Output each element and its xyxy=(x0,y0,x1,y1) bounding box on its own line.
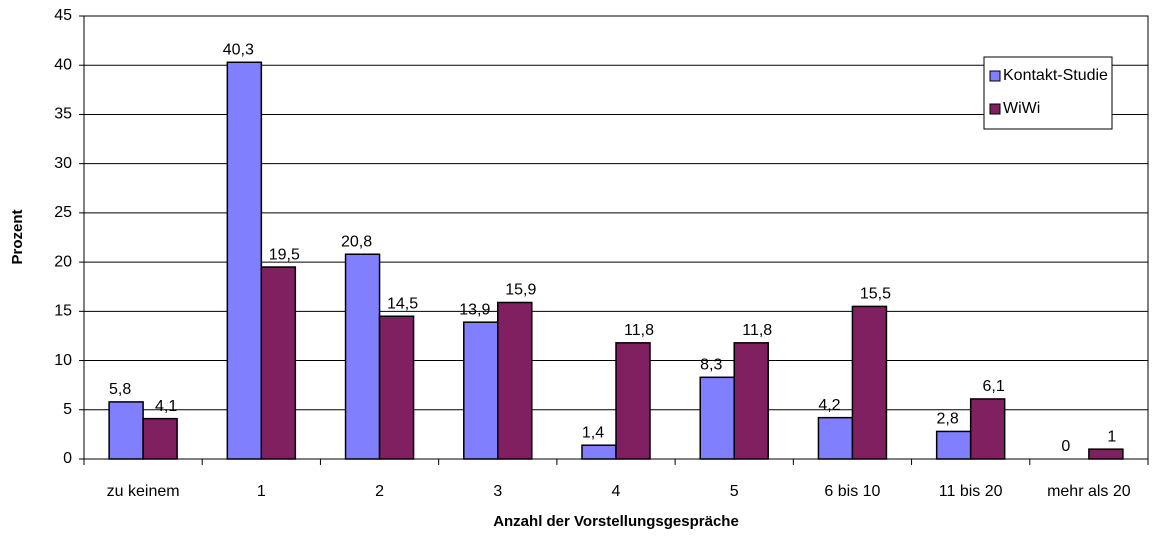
data-label: 11,8 xyxy=(624,322,654,339)
data-label: 4,2 xyxy=(818,397,840,414)
bar xyxy=(615,342,651,460)
data-label: 14,5 xyxy=(387,295,418,312)
legend-swatch xyxy=(989,70,1001,82)
bar xyxy=(851,305,888,460)
data-label: 0 xyxy=(1061,438,1070,455)
bar xyxy=(142,417,178,460)
y-tick-label: 20 xyxy=(54,253,72,270)
data-label: 11,8 xyxy=(742,322,772,339)
y-tick-label: 0 xyxy=(63,450,72,467)
x-tick-label: 5 xyxy=(730,483,739,500)
y-axis-title: Prozent xyxy=(9,209,26,264)
bar xyxy=(344,253,381,460)
y-tick-label: 35 xyxy=(54,106,72,123)
bar xyxy=(581,444,617,460)
data-label: 1,4 xyxy=(582,424,604,441)
x-tick-label: 3 xyxy=(493,483,502,500)
bar xyxy=(463,321,499,460)
x-tick-label: 6 bis 10 xyxy=(824,483,880,500)
data-label: 4,1 xyxy=(155,398,177,415)
data-label: 40,3 xyxy=(223,41,254,58)
bar xyxy=(733,342,769,460)
bar xyxy=(1088,448,1124,460)
legend-label: WiWi xyxy=(1003,100,1040,117)
bar xyxy=(699,376,735,460)
bar xyxy=(817,416,854,460)
x-tick-label: zu keinem xyxy=(107,483,180,500)
bar xyxy=(935,430,972,460)
x-tick-label: 1 xyxy=(257,483,266,500)
y-tick-label: 15 xyxy=(54,303,72,320)
y-tick-label: 5 xyxy=(63,401,72,418)
data-label: 1 xyxy=(1107,428,1116,445)
y-tick-label: 10 xyxy=(54,352,72,369)
bar xyxy=(497,301,533,460)
y-tick-label: 40 xyxy=(54,56,72,73)
data-label: 15,5 xyxy=(860,286,891,303)
x-tick-label: 11 bis 20 xyxy=(939,483,1003,500)
data-label: 5,8 xyxy=(109,381,131,398)
x-tick-label: 4 xyxy=(612,483,621,500)
bar xyxy=(108,401,144,460)
legend-swatch xyxy=(989,103,1001,115)
bar xyxy=(260,266,297,460)
x-tick-label: mehr als 20 xyxy=(1047,483,1131,500)
y-tick-label: 45 xyxy=(54,7,72,24)
bar xyxy=(378,315,415,460)
bar xyxy=(969,398,1006,460)
data-label: 15,9 xyxy=(505,282,536,299)
y-tick-label: 25 xyxy=(54,204,72,221)
x-axis-title: Anzahl der Vorstellungsgespräche xyxy=(493,513,739,530)
x-tick-label: 2 xyxy=(375,483,384,500)
data-label: 20,8 xyxy=(341,233,372,250)
data-label: 19,5 xyxy=(269,246,300,263)
y-tick-label: 30 xyxy=(54,155,72,172)
legend-label: Kontakt-Studie xyxy=(1003,67,1108,84)
bar xyxy=(226,61,263,460)
data-label: 13,9 xyxy=(459,301,490,318)
data-label: 2,8 xyxy=(937,411,959,428)
legend-box xyxy=(983,56,1113,130)
data-label: 8,3 xyxy=(700,357,722,374)
data-label: 6,1 xyxy=(983,378,1005,395)
